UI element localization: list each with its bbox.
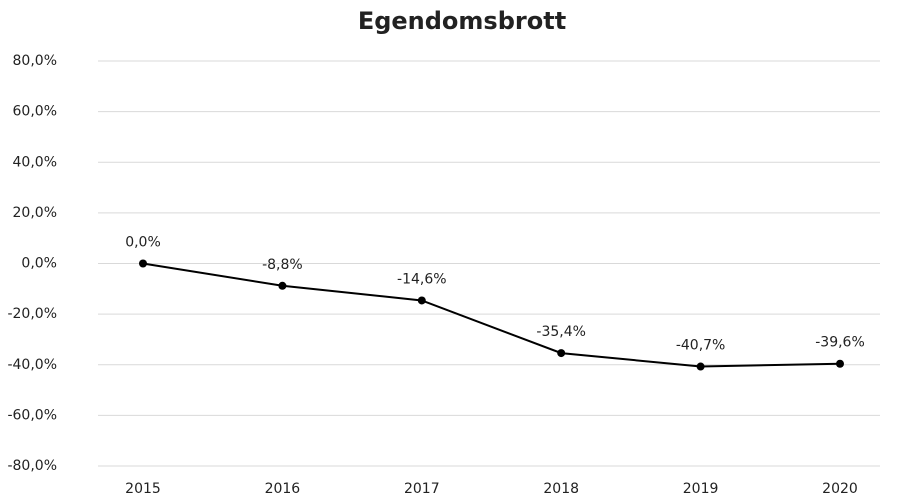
data-label: -14,6% [397,271,447,287]
point [417,296,426,305]
x-tick-label: 2020 [822,481,858,497]
line [142,262,841,368]
data-label: -8,8% [262,257,303,273]
y-tick-label: 60,0% [13,104,57,120]
chart-title: Egendomsbrott [358,7,566,35]
x-tick-label: 2016 [265,481,301,497]
y-tick-label: 80,0% [13,53,57,69]
point [836,359,844,368]
x-tick-label: 2015 [125,481,161,497]
data-label: -35,4% [536,324,586,340]
point [139,259,147,268]
data-label: -40,7% [676,338,726,354]
y-tick-label: -20,0% [7,306,57,322]
x-tick-label: 2018 [543,481,579,497]
y-tick-label: -80,0% [7,458,57,474]
y-tick-label: -40,0% [7,357,57,373]
data-label: 0,0% [125,235,161,251]
y-tick-label: -60,0% [7,407,57,423]
data-label: -39,6% [815,335,865,351]
point [696,362,705,371]
y-tick-label: 20,0% [13,205,57,221]
point [557,349,566,358]
point [278,281,287,290]
y-tick-label: 0,0% [21,256,57,272]
y-tick-label: 40,0% [13,154,57,170]
x-tick-label: 2017 [404,481,440,497]
x-tick-label: 2019 [683,481,719,497]
